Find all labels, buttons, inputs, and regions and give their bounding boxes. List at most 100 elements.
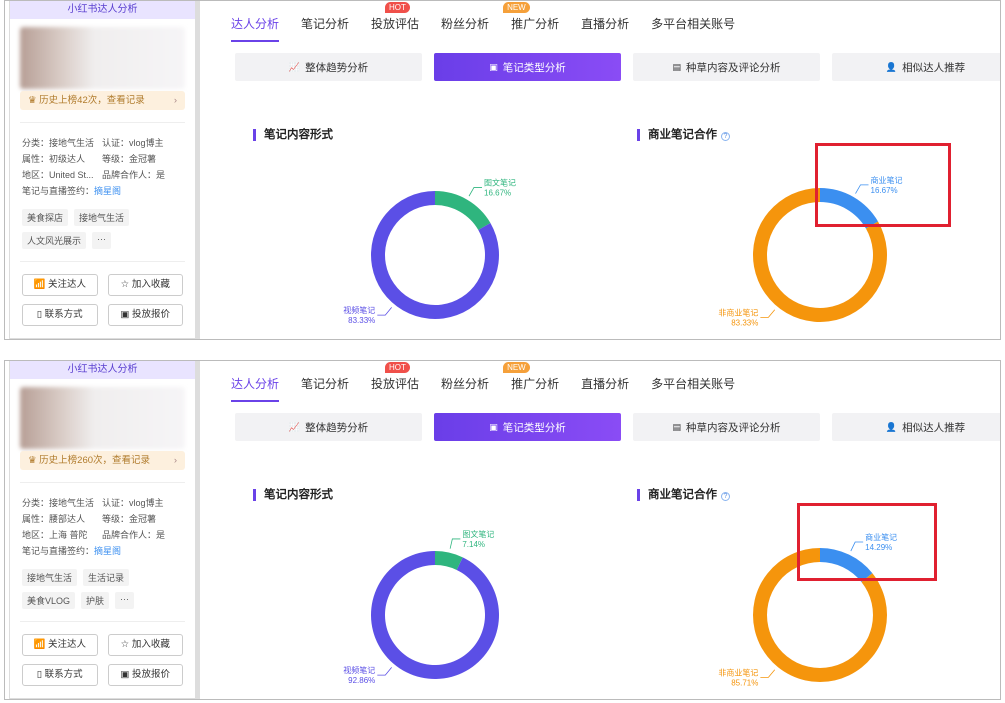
scrollbar[interactable] [196, 361, 200, 699]
trend-chart-icon: 📈 [288, 61, 301, 72]
note-icon: ▣ [489, 61, 498, 72]
chevron-right-icon: › [173, 95, 177, 106]
ranking-text: 历史上榜260次，查看记录 [39, 455, 151, 466]
slice-percent: 83.33% [348, 316, 375, 325]
user-icon: 👤 [885, 421, 898, 432]
info-item: 地区：上海 普陀 [22, 530, 88, 540]
slice-percent: 85.71% [731, 678, 758, 687]
tag[interactable]: 美食VLOG [22, 592, 76, 609]
chart-title: 商业笔记合作? [637, 489, 730, 501]
subtab-2[interactable]: ▤ 种草内容及评论分析 [633, 53, 820, 81]
divider [20, 482, 185, 483]
contact-button[interactable]: ▯ 联系方式 [22, 664, 98, 686]
signal-icon: 📶 [33, 279, 48, 290]
info-item: 属性：初级达人 [22, 154, 86, 164]
favorite-button[interactable]: ☆ 加入收藏 [107, 274, 183, 296]
info-item: 认证：vlog博主 [102, 138, 164, 148]
tag[interactable]: 生活记录 [83, 569, 130, 586]
slice-label: 商业笔记 [865, 532, 897, 542]
donut-slice[interactable] [435, 551, 463, 570]
info-item: 品牌合作人：是 [102, 530, 166, 540]
tab-1[interactable]: 笔记分析 [301, 377, 350, 391]
leader-line [449, 538, 461, 549]
tag[interactable]: 接地气生活 [22, 569, 78, 586]
slice-label: 商业笔记 [871, 175, 903, 185]
slice-label: 非商业笔记 [718, 667, 758, 677]
tab-3[interactable]: 粉丝分析 [441, 377, 490, 391]
leader-line [855, 184, 869, 194]
subtab-3[interactable]: 👤 相似达人推荐 [832, 53, 1000, 81]
favorite-button[interactable]: ☆ 加入收藏 [107, 634, 183, 656]
subtab-1[interactable]: ▣ 笔记类型分析 [434, 413, 621, 441]
tag[interactable]: 美食探店 [22, 209, 69, 226]
dashboard-panel: 小红书达人分析 ♛ 历史上榜42次，查看记录 › 分类：接地气生活 认证：vlog博… [4, 0, 1001, 340]
info-item: 认证：vlog博主 [102, 498, 164, 508]
tab-5[interactable]: 直播分析 [581, 377, 630, 391]
tab-6[interactable]: 多平台相关账号 [651, 17, 736, 31]
leader-line [468, 187, 483, 197]
note-icon: ▣ [489, 421, 498, 432]
sign-agency-link[interactable]: 摘星阁 [94, 546, 122, 556]
tag[interactable]: 人文风光展示 [22, 232, 87, 249]
tab-3[interactable]: 粉丝分析 [441, 17, 490, 31]
tab-4[interactable]: 推广分析 NEW [503, 362, 559, 402]
subtab-0[interactable]: 📈 整体趋势分析 [235, 53, 422, 81]
tag[interactable]: 接地气生活 [74, 209, 130, 226]
subtab-3[interactable]: 👤 相似达人推荐 [832, 413, 1000, 441]
tab-2[interactable]: 投放评估 HOT [371, 2, 420, 31]
info-item: 品牌合作人：是 [102, 170, 166, 180]
help-icon[interactable]: ? [721, 132, 730, 141]
donut-slice[interactable] [820, 548, 873, 582]
sub-tabs: 📈 整体趋势分析 ▣ 笔记类型分析 ▤ 种草内容及评论分析 👤 相似达人推荐 [235, 53, 1000, 81]
donut-slice[interactable] [820, 188, 879, 229]
sidebar-title: 小红书达人分析 [10, 361, 195, 379]
tab-6[interactable]: 多平台相关账号 [651, 377, 736, 391]
slice-percent: 83.33% [731, 318, 758, 327]
info-list: 分类：接地气生活 认证：vlog博主 属性：腰部达人 等级：金冠薯 地区：上海 普陀 品牌… [10, 495, 195, 559]
tab-4[interactable]: 推广分析 NEW [503, 2, 559, 42]
blurred-profile-image [20, 387, 185, 449]
follow-button[interactable]: 📶 关注达人 [22, 634, 98, 656]
slice-label: 非商业笔记 [718, 307, 758, 317]
help-icon[interactable]: ? [721, 492, 730, 501]
chart-title: 笔记内容形式 [253, 129, 333, 141]
tag-list: 美食探店 接地气生活人文风光展示 ··· [10, 199, 195, 249]
tab-2[interactable]: 投放评估 HOT [371, 362, 420, 391]
tab-0[interactable]: 达人分析 [231, 375, 280, 402]
crown-icon: ♛ [28, 95, 40, 106]
tag[interactable]: 护肤 [81, 592, 110, 609]
quote-button[interactable]: ▣ 投放报价 [107, 664, 183, 686]
slice-percent: 16.67% [871, 186, 898, 195]
leader-line [760, 309, 776, 318]
follow-button[interactable]: 📶 关注达人 [22, 274, 98, 296]
divider [20, 122, 185, 123]
phone-icon: ▯ [36, 669, 45, 680]
hot-badge: HOT [385, 2, 410, 13]
scrollbar[interactable] [196, 1, 200, 339]
donut-slice[interactable] [371, 551, 499, 679]
subtab-1[interactable]: ▣ 笔记类型分析 [434, 53, 621, 81]
tab-0[interactable]: 达人分析 [231, 15, 280, 42]
quote-button[interactable]: ▣ 投放报价 [107, 304, 183, 326]
ranking-history-link[interactable]: ♛ 历史上榜42次，查看记录 › [20, 91, 185, 110]
influencer-sidebar: 小红书达人分析 ♛ 历史上榜42次，查看记录 › 分类：接地气生活 认证：vlog博… [9, 1, 196, 339]
info-item: 等级：金冠薯 [102, 514, 157, 524]
price-tag-icon: ▣ [120, 309, 133, 320]
contact-button[interactable]: ▯ 联系方式 [22, 304, 98, 326]
donut-slice[interactable] [435, 191, 491, 231]
subtab-2[interactable]: ▤ 种草内容及评论分析 [633, 413, 820, 441]
tag[interactable]: ··· [115, 592, 135, 609]
tab-1[interactable]: 笔记分析 [301, 17, 350, 31]
info-list: 分类：接地气生活 认证：vlog博主 属性：初级达人 等级：金冠薯 地区：United … [10, 135, 195, 199]
sign-agency-link[interactable]: 摘星阁 [94, 186, 122, 196]
slice-percent: 7.14% [462, 540, 485, 549]
main-nav: 达人分析 笔记分析 投放评估 HOT 粉丝分析 推广分析 NEW 直播分析 多平台相关账号 [231, 2, 757, 42]
subtab-0[interactable]: 📈 整体趋势分析 [235, 413, 422, 441]
ranking-history-link[interactable]: ♛ 历史上榜260次，查看记录 › [20, 451, 185, 470]
tab-5[interactable]: 直播分析 [581, 17, 630, 31]
slice-percent: 14.29% [865, 543, 892, 552]
chart-title: 笔记内容形式 [253, 489, 333, 501]
sign-label: 笔记与直播签约： [22, 186, 95, 196]
tag[interactable]: ··· [92, 232, 112, 249]
